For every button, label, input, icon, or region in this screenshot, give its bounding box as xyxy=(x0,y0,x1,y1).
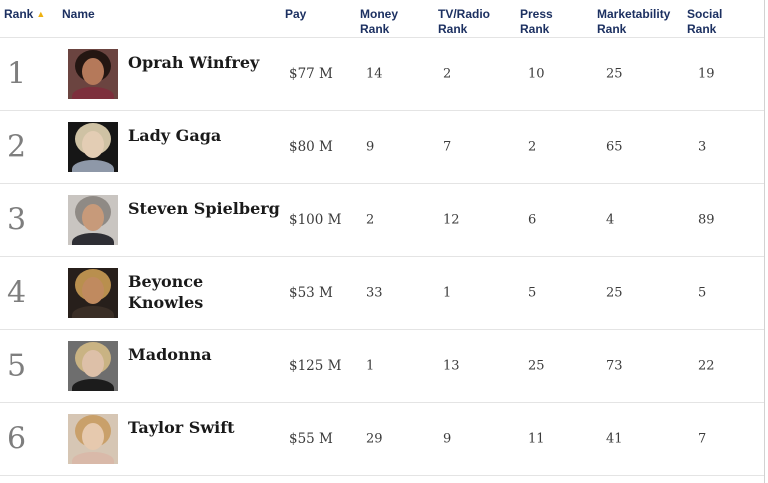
photo-face xyxy=(82,277,104,304)
column-header-social-rank[interactable]: Social Rank xyxy=(687,7,723,36)
photo-torso xyxy=(72,233,114,245)
rank-number: 5 xyxy=(7,348,27,384)
tv-radio-rank-value: 13 xyxy=(443,358,460,374)
press-rank-value: 11 xyxy=(528,431,545,447)
pay-value: $53 M xyxy=(289,285,333,301)
press-rank-value: 2 xyxy=(528,139,537,155)
marketability-rank-value: 41 xyxy=(606,431,623,447)
table-header: Rank ▲ Name Pay Money Rank TV/Radio Rank … xyxy=(0,0,764,38)
money-rank-value: 29 xyxy=(366,431,383,447)
money-rank-value: 2 xyxy=(366,212,375,228)
celebrity-name-link[interactable]: Lady Gaga xyxy=(128,126,222,145)
marketability-rank-value: 4 xyxy=(606,212,615,228)
column-header-rank-label: Rank xyxy=(4,7,34,21)
social-rank-value: 89 xyxy=(698,212,715,228)
social-rank-value: 22 xyxy=(698,358,715,374)
column-header-tv-radio-rank[interactable]: TV/Radio Rank xyxy=(438,7,491,36)
column-header-rank[interactable]: Rank ▲ xyxy=(4,7,62,22)
pay-value: $55 M xyxy=(289,431,333,447)
money-rank-value: 9 xyxy=(366,139,375,155)
social-rank-value: 19 xyxy=(698,66,715,82)
celebrity-photo xyxy=(68,414,118,464)
rank-number: 2 xyxy=(7,129,27,165)
column-header-press-rank[interactable]: Press Rank xyxy=(520,7,553,36)
celebrity-name-link[interactable]: Taylor Swift xyxy=(128,418,235,437)
celebrity-photo xyxy=(68,195,118,245)
press-rank-value: 6 xyxy=(528,212,537,228)
column-header-name[interactable]: Name xyxy=(62,7,95,21)
photo-torso xyxy=(72,452,114,464)
money-rank-value: 14 xyxy=(366,66,383,82)
rank-number: 6 xyxy=(7,421,27,457)
rank-number: 3 xyxy=(7,202,27,238)
celebrity-photo xyxy=(68,122,118,172)
table-row[interactable]: 1 Oprah Winfrey $77 M 14 2 10 25 19 xyxy=(0,38,764,111)
photo-torso xyxy=(72,379,114,391)
sort-ascending-icon: ▲ xyxy=(36,9,46,19)
photo-torso xyxy=(72,87,114,99)
photo-face xyxy=(82,131,104,158)
table-row[interactable]: 2 Lady Gaga $80 M 9 7 2 65 3 xyxy=(0,111,764,184)
column-header-money-rank[interactable]: Money Rank xyxy=(360,7,399,36)
celebrity-photo xyxy=(68,268,118,318)
press-rank-value: 25 xyxy=(528,358,545,374)
column-header-marketability-rank[interactable]: Marketability Rank xyxy=(597,7,671,36)
marketability-rank-value: 25 xyxy=(606,285,623,301)
photo-face xyxy=(82,58,104,85)
celebrity-photo xyxy=(68,49,118,99)
celebrity-name-link[interactable]: Oprah Winfrey xyxy=(128,53,260,72)
tv-radio-rank-value: 1 xyxy=(443,285,452,301)
money-rank-value: 1 xyxy=(366,358,375,374)
table-row[interactable]: 3 Steven Spielberg $100 M 2 12 6 4 89 xyxy=(0,184,764,257)
photo-torso xyxy=(72,160,114,172)
table-row[interactable]: 5 Madonna $125 M 1 13 25 73 22 xyxy=(0,330,764,403)
pay-value: $80 M xyxy=(289,139,333,155)
money-rank-value: 33 xyxy=(366,285,383,301)
photo-face xyxy=(82,423,104,450)
table-body: 1 Oprah Winfrey $77 M 14 2 10 25 19 2 La… xyxy=(0,38,764,476)
rank-number: 1 xyxy=(7,56,27,92)
press-rank-value: 5 xyxy=(528,285,537,301)
social-rank-value: 3 xyxy=(698,139,707,155)
photo-face xyxy=(82,204,104,231)
column-header-pay[interactable]: Pay xyxy=(285,7,307,21)
tv-radio-rank-value: 7 xyxy=(443,139,452,155)
celebrity-name-link[interactable]: Steven Spielberg xyxy=(128,199,280,218)
photo-torso xyxy=(72,306,114,318)
marketability-rank-value: 65 xyxy=(606,139,623,155)
social-rank-value: 7 xyxy=(698,431,707,447)
pay-value: $125 M xyxy=(289,358,342,374)
tv-radio-rank-value: 12 xyxy=(443,212,460,228)
celebrity-name-link[interactable]: Madonna xyxy=(128,345,212,364)
pay-value: $77 M xyxy=(289,66,333,82)
press-rank-value: 10 xyxy=(528,66,545,82)
social-rank-value: 5 xyxy=(698,285,707,301)
celebrity-photo xyxy=(68,341,118,391)
table-row[interactable]: 4 Beyonce Knowles $53 M 33 1 5 25 5 xyxy=(0,257,764,330)
tv-radio-rank-value: 9 xyxy=(443,431,452,447)
rank-number: 4 xyxy=(7,275,27,311)
marketability-rank-value: 73 xyxy=(606,358,623,374)
table-row[interactable]: 6 Taylor Swift $55 M 29 9 11 41 7 xyxy=(0,403,764,476)
tv-radio-rank-value: 2 xyxy=(443,66,452,82)
photo-face xyxy=(82,350,104,377)
pay-value: $100 M xyxy=(289,212,342,228)
marketability-rank-value: 25 xyxy=(606,66,623,82)
celebrity-name-link[interactable]: Beyonce Knowles xyxy=(128,272,204,312)
